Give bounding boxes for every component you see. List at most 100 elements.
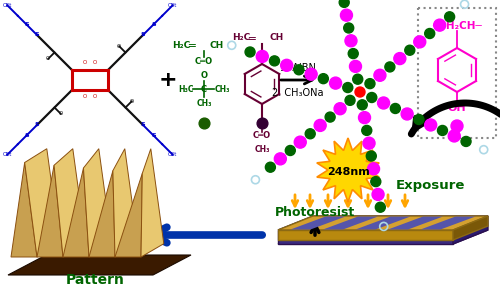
Text: O: O [130, 99, 134, 104]
Circle shape [352, 74, 362, 84]
Text: O: O [58, 111, 63, 116]
Polygon shape [8, 255, 191, 275]
Circle shape [270, 56, 280, 66]
Text: CH₃: CH₃ [214, 85, 230, 93]
Polygon shape [278, 230, 453, 240]
Text: OEt: OEt [2, 152, 12, 157]
Text: H₂C: H₂C [232, 34, 250, 43]
Polygon shape [323, 216, 378, 229]
Text: OH: OH [448, 103, 466, 113]
Circle shape [350, 60, 362, 72]
Polygon shape [356, 216, 410, 229]
Text: O: O [93, 60, 97, 66]
Circle shape [305, 68, 317, 80]
Text: CH₃: CH₃ [196, 99, 212, 108]
Circle shape [424, 28, 434, 39]
Circle shape [368, 163, 380, 175]
Polygon shape [11, 162, 37, 257]
Text: C═O: C═O [253, 131, 271, 141]
Text: C: C [201, 85, 207, 93]
Text: S: S [34, 32, 40, 37]
Circle shape [434, 19, 446, 31]
Text: CH: CH [210, 41, 224, 49]
Polygon shape [141, 149, 164, 257]
Circle shape [367, 93, 377, 103]
Circle shape [438, 126, 448, 135]
Text: 2. CH₃ONa: 2. CH₃ONa [272, 88, 324, 98]
Circle shape [358, 112, 370, 124]
Text: S: S [140, 122, 145, 128]
Polygon shape [388, 216, 443, 229]
Circle shape [314, 120, 326, 131]
Circle shape [362, 126, 372, 135]
Text: S: S [24, 133, 29, 138]
Polygon shape [453, 216, 488, 244]
Circle shape [414, 114, 424, 124]
Text: O: O [258, 118, 266, 128]
Text: C═O: C═O [195, 57, 213, 66]
Circle shape [378, 97, 390, 109]
Circle shape [371, 177, 381, 187]
Polygon shape [37, 165, 63, 257]
Circle shape [363, 137, 375, 149]
Polygon shape [453, 216, 488, 240]
Circle shape [424, 119, 436, 131]
Polygon shape [84, 149, 112, 257]
Text: H₃C: H₃C [178, 85, 194, 93]
Polygon shape [290, 216, 346, 229]
Text: ─CH₂CH─: ─CH₂CH─ [432, 21, 482, 31]
Circle shape [325, 112, 335, 122]
Circle shape [444, 12, 454, 22]
Text: OEt: OEt [168, 3, 177, 8]
Circle shape [294, 65, 304, 75]
Polygon shape [54, 149, 86, 257]
Text: Exposure: Exposure [396, 179, 464, 191]
Polygon shape [278, 230, 488, 244]
Circle shape [376, 202, 386, 212]
Text: ═: ═ [188, 40, 196, 50]
Polygon shape [24, 149, 60, 257]
Polygon shape [278, 216, 488, 230]
Circle shape [345, 95, 355, 105]
Circle shape [330, 77, 342, 89]
Circle shape [339, 0, 349, 7]
Text: S: S [151, 22, 156, 27]
Circle shape [390, 103, 400, 114]
Text: Pattern: Pattern [66, 273, 124, 284]
Circle shape [366, 151, 376, 161]
Circle shape [274, 153, 286, 165]
Circle shape [305, 129, 315, 139]
Text: 1. AIBN: 1. AIBN [280, 63, 316, 73]
Circle shape [280, 59, 292, 71]
Polygon shape [115, 174, 142, 257]
Text: O: O [200, 70, 207, 80]
Text: 248nm: 248nm [326, 167, 370, 177]
Circle shape [355, 87, 365, 97]
Text: +: + [158, 70, 178, 90]
Circle shape [343, 83, 353, 93]
Circle shape [401, 108, 413, 120]
Polygon shape [278, 216, 488, 230]
Text: OEt: OEt [2, 3, 12, 8]
Circle shape [414, 36, 426, 48]
Polygon shape [63, 168, 89, 257]
Circle shape [345, 35, 357, 47]
Text: S: S [34, 122, 40, 128]
Circle shape [372, 188, 384, 201]
Point [258, 121, 266, 125]
Circle shape [451, 120, 463, 132]
Circle shape [385, 62, 395, 72]
Circle shape [344, 23, 353, 33]
Circle shape [358, 100, 368, 110]
Text: S: S [151, 133, 156, 138]
Circle shape [374, 69, 386, 81]
Circle shape [256, 51, 268, 62]
Point [200, 121, 208, 125]
Circle shape [266, 162, 276, 172]
Circle shape [334, 103, 346, 115]
Circle shape [294, 136, 306, 148]
Text: Photoresist: Photoresist [275, 206, 355, 218]
Text: O: O [83, 95, 87, 99]
Text: CH₃: CH₃ [254, 145, 270, 153]
Circle shape [394, 53, 406, 64]
